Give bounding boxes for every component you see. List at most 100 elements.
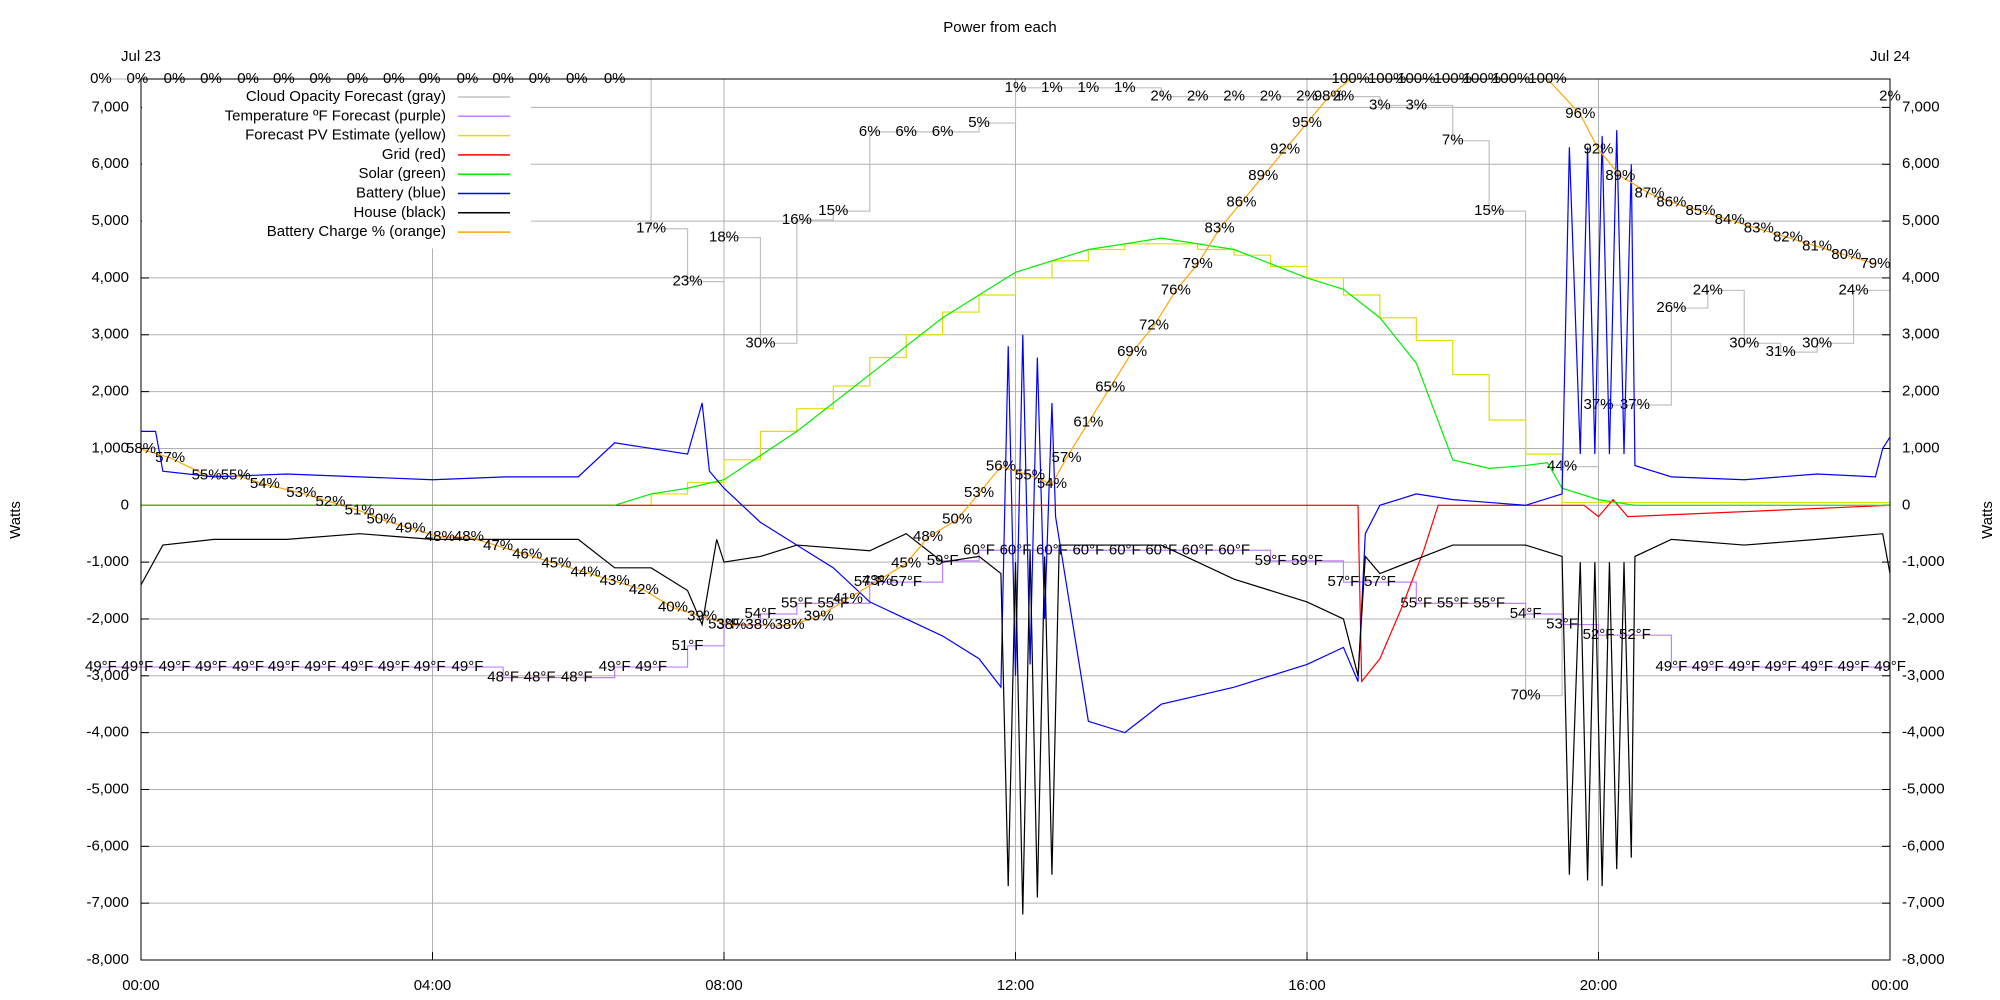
data-label: 41% xyxy=(833,590,863,607)
x-tick-label: 00:00 xyxy=(1871,977,1909,994)
data-label: 92% xyxy=(1583,140,1613,157)
data-label: 51% xyxy=(345,502,375,519)
x-tick-label: 12:00 xyxy=(997,977,1035,994)
data-label: 0% xyxy=(127,70,149,87)
data-label: 89% xyxy=(1248,167,1278,184)
data-label: 1% xyxy=(1005,79,1027,96)
y-tick-label: 3,000 xyxy=(91,326,129,343)
data-label: 83% xyxy=(1744,220,1774,237)
data-label: 42% xyxy=(629,581,659,598)
data-label: 30% xyxy=(1729,334,1759,351)
legend-label: Grid (red) xyxy=(382,146,446,163)
data-label: 2% xyxy=(1223,88,1245,105)
y2-tick-label: -7,000 xyxy=(1902,894,1945,911)
data-label: 6% xyxy=(859,123,881,140)
data-label: 0% xyxy=(237,70,259,87)
legend-label: Solar (green) xyxy=(358,165,446,182)
legend-label: House (black) xyxy=(353,204,446,221)
data-label: 48°F xyxy=(524,669,556,686)
data-label: 46% xyxy=(512,546,542,563)
data-label: 48% xyxy=(425,528,455,545)
data-label: 15% xyxy=(1474,202,1504,219)
data-label: 0% xyxy=(492,70,514,87)
data-label: 60°F xyxy=(1000,541,1032,558)
data-label: 6% xyxy=(932,123,954,140)
data-label: 49°F xyxy=(1728,658,1760,675)
data-label: 6% xyxy=(895,123,917,140)
chart-title: Power from each xyxy=(943,19,1056,36)
data-label: 1% xyxy=(1078,79,1100,96)
data-label: 2% xyxy=(1150,88,1172,105)
data-label: 100% xyxy=(1463,70,1501,87)
y-tick-label: -3,000 xyxy=(86,667,129,684)
data-label: 80% xyxy=(1831,246,1861,263)
series-line xyxy=(140,78,1876,626)
data-label: 84% xyxy=(1715,211,1745,228)
data-label: 70% xyxy=(1511,687,1541,704)
data-label: 5% xyxy=(968,114,990,131)
data-label: 0% xyxy=(457,70,479,87)
data-label: 7% xyxy=(1442,132,1464,149)
x-tick-label: 16:00 xyxy=(1288,977,1326,994)
data-label: 49°F xyxy=(121,658,153,675)
data-label: 43% xyxy=(600,572,630,589)
data-label: 86% xyxy=(1656,193,1686,210)
y2-tick-label: -3,000 xyxy=(1902,667,1945,684)
data-label: 54°F xyxy=(745,605,777,622)
data-label: 82% xyxy=(1773,229,1803,246)
data-label: 1% xyxy=(1041,79,1063,96)
data-label: 49°F xyxy=(342,658,374,675)
data-label: 59°F xyxy=(1291,552,1323,569)
data-label: 24% xyxy=(1693,281,1723,298)
y-tick-label: -2,000 xyxy=(86,610,129,627)
data-label: 92% xyxy=(1270,140,1300,157)
data-label: 49°F xyxy=(304,658,336,675)
y-tick-label: 6,000 xyxy=(91,155,129,172)
data-label: 55°F xyxy=(1437,594,1469,611)
y-tick-label: -8,000 xyxy=(86,951,129,968)
data-label: 49°F xyxy=(414,658,446,675)
data-label: 100% xyxy=(1434,70,1472,87)
data-label: 53°F xyxy=(708,616,740,633)
data-label: 87% xyxy=(1634,184,1664,201)
data-label: 0% xyxy=(347,70,369,87)
y-tick-label: -7,000 xyxy=(86,894,129,911)
data-label: 49°F xyxy=(378,658,410,675)
data-label: 59°F xyxy=(1255,552,1287,569)
data-label: 57°F xyxy=(890,573,922,590)
data-label: 0% xyxy=(309,70,331,87)
data-label: 38% xyxy=(745,616,775,633)
data-label: 47% xyxy=(483,537,513,554)
data-label: 53°F xyxy=(1546,616,1578,633)
data-label: 39% xyxy=(687,607,717,624)
data-label: 2% xyxy=(1187,88,1209,105)
legend-box xyxy=(142,80,531,249)
x2-tick-label: Jul 24 xyxy=(1870,48,1910,65)
data-label: 37% xyxy=(1583,396,1613,413)
data-label: 48% xyxy=(454,528,484,545)
data-label: 49°F xyxy=(232,658,264,675)
data-label: 0% xyxy=(90,70,112,87)
data-label: 89% xyxy=(1605,167,1635,184)
x-tick-label: 20:00 xyxy=(1580,977,1618,994)
data-label: 95% xyxy=(1292,114,1322,131)
data-label: 49°F xyxy=(1655,658,1687,675)
data-label: 83% xyxy=(1205,220,1235,237)
data-label: 49°F xyxy=(599,658,631,675)
data-label: 54°F xyxy=(1510,605,1542,622)
data-label: 55% xyxy=(1015,466,1045,483)
data-label: 3% xyxy=(1405,96,1427,113)
y-tick-label: -6,000 xyxy=(86,837,129,854)
y-tick-label: -1,000 xyxy=(86,553,129,570)
y-axis-label: Watts xyxy=(7,501,24,539)
data-label: 45% xyxy=(541,555,571,572)
data-label: 16% xyxy=(782,211,812,228)
x-tick-label: 04:00 xyxy=(414,977,452,994)
data-label: 60°F xyxy=(1182,541,1214,558)
data-label: 86% xyxy=(1226,193,1256,210)
series-line xyxy=(141,130,1891,734)
data-label: 30% xyxy=(1802,334,1832,351)
data-label: 49°F xyxy=(268,658,300,675)
